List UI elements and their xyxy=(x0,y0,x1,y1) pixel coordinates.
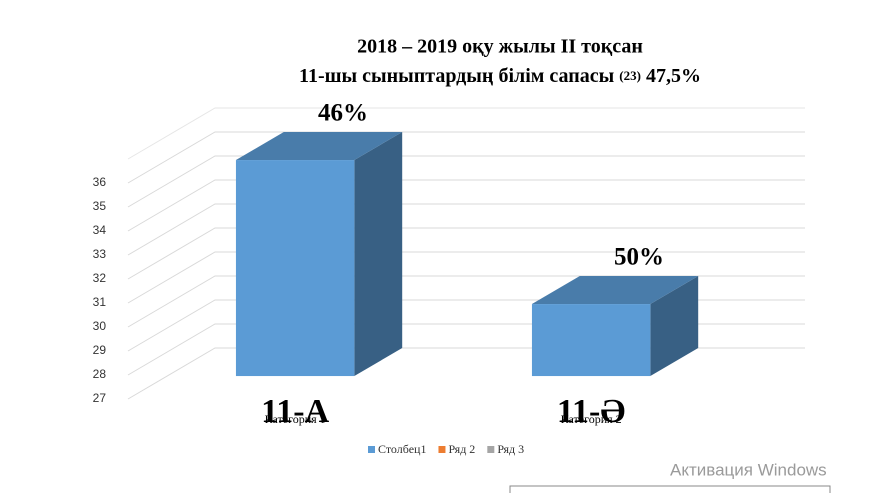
grid-line xyxy=(127,131,805,184)
legend-label: Столбец1 xyxy=(378,442,426,456)
chart-title: 11-шы сыныптардың білім сапасы (23) 47,5… xyxy=(299,65,701,87)
grid-line xyxy=(127,179,805,232)
title-part: 47,5% xyxy=(646,65,701,87)
grid-line xyxy=(127,251,805,304)
y-tick-label: 28 xyxy=(93,367,107,381)
legend-swatch xyxy=(438,446,446,453)
y-tick-label: 29 xyxy=(93,343,107,357)
wall-edge xyxy=(127,107,805,160)
y-tick-label: 32 xyxy=(93,271,107,285)
annotation: 11-А xyxy=(261,393,329,430)
x-tick-label: Категория 1 xyxy=(265,412,326,426)
legend-label: Ряд 2 xyxy=(448,442,475,456)
y-tick-label: 34 xyxy=(93,223,107,237)
title-part: 11-шы сыныптардың білім сапасы xyxy=(299,65,615,87)
watermark: Активация Windows xyxy=(670,460,827,479)
annotation: 11-Ә xyxy=(557,393,626,430)
legend-label: Ряд 3 xyxy=(497,442,524,456)
bar-top xyxy=(531,276,699,305)
data-label: 50% xyxy=(614,244,664,271)
bar xyxy=(531,304,651,377)
y-tick-label: 31 xyxy=(93,295,107,309)
grid-line xyxy=(127,323,805,376)
y-tick-label: 30 xyxy=(93,319,107,333)
x-tick-label: Категория 2 xyxy=(561,412,622,426)
y-tick-label: 33 xyxy=(93,247,107,261)
data-label: 46% xyxy=(318,100,368,127)
y-tick-label: 36 xyxy=(93,175,107,189)
y-tick-label: 27 xyxy=(93,391,107,405)
title-part: (23) xyxy=(619,68,641,83)
grid-line xyxy=(127,347,805,400)
grid-line xyxy=(127,299,805,352)
watermark-box xyxy=(509,485,831,493)
chart-title: 2018 – 2019 оқу жылы II тоқсан xyxy=(357,36,643,58)
grid-line xyxy=(127,227,805,280)
bar xyxy=(235,160,355,377)
bar-side xyxy=(354,132,403,377)
grid-line xyxy=(127,275,805,328)
grid-line xyxy=(127,203,805,256)
legend-swatch xyxy=(368,446,375,453)
bar-side xyxy=(650,276,699,377)
bar-top xyxy=(235,132,403,161)
grid-line xyxy=(127,155,805,208)
legend-swatch xyxy=(487,446,495,453)
y-tick-label: 35 xyxy=(93,199,107,213)
